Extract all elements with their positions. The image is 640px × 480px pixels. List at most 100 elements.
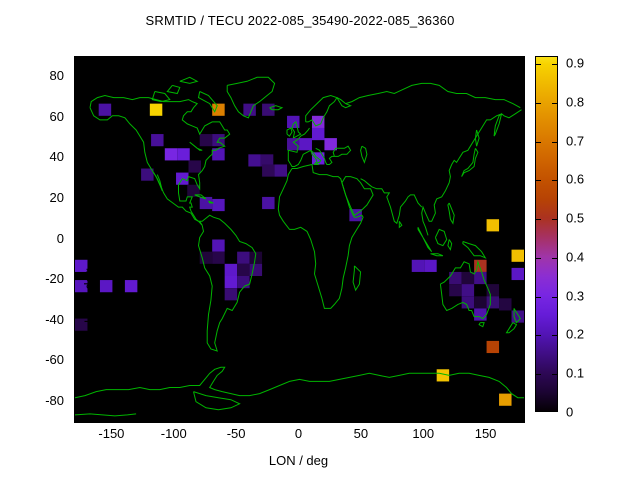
colorbar-tick-label: 0.5 [566,210,585,226]
coastline-path [513,308,521,324]
tecu-cell [141,168,154,181]
colorbar-tick-label: 0.8 [566,94,585,110]
colorbar-tick-mark [536,296,541,298]
colorbar-tick-label: 0.6 [566,171,585,187]
colorbar-tick-mark [536,102,541,104]
coastline-path [313,162,320,165]
tecu-cell [262,196,275,210]
coastline-path [89,107,203,226]
x-tick-label: -150 [98,426,125,441]
tecu-cell [188,160,201,173]
tecu-cell [199,196,213,210]
tecu-cell [124,280,138,293]
coastline-path [345,82,521,109]
coastline-path [189,141,203,151]
coastline-path [505,322,518,334]
coastline-path [398,221,403,229]
y-axis-label: LAT / deg [81,267,97,324]
tecu-cell [474,296,487,309]
tecu-cell [164,148,178,161]
coastline-path [332,145,352,157]
coastline-path [474,129,480,147]
tecu-cell [436,369,450,382]
x-tick-label: 100 [412,426,435,441]
y-tick-label: -40 [45,311,64,327]
colorbar-tick-label: 0.7 [566,133,585,149]
colorbar-tick-mark [552,180,557,182]
tecu-cell [212,239,225,252]
plot-title: SRMTID / TECU 2022-085_35490-2022-085_36… [145,13,455,28]
tecu-cell [262,164,275,177]
coastline-path [179,76,199,84]
tecu-cell [411,259,425,272]
colorbar-tick-mark [552,257,557,259]
y-tick-label: 60 [49,108,64,124]
tecu-cell [486,296,500,309]
tecu-cell [237,276,250,289]
colorbar-tick-label: 0.3 [566,288,585,304]
colorbar-tick-mark [552,335,557,337]
tecu-cell [224,263,238,276]
coastline-path [352,265,362,292]
tecu-cell [224,276,238,289]
coastline-path [89,94,231,222]
x-tick-label: 150 [474,426,497,441]
world-map [75,76,524,417]
coastline-path [421,109,522,236]
tecu-cell [187,184,200,197]
tecu-cell [287,138,300,151]
y-tick-label: -80 [45,392,64,408]
coastline-path [197,214,257,352]
colorbar-tick-mark [552,63,557,65]
y-tick-label: 0 [56,230,64,246]
coastline-path [75,413,137,417]
colorbar-tick-mark [536,257,541,259]
colorbar-tick-mark [536,219,541,221]
coastline-path [478,322,485,328]
tecu-cell [149,103,163,116]
tecu-cell [199,251,213,264]
colorbar [535,56,558,412]
tecu-cell [237,263,250,276]
coastline-path [360,178,423,225]
tecu-cell [299,138,312,151]
coastline-path [194,194,207,200]
coastline-path [166,84,181,95]
coastline-path [153,172,163,191]
tecu-cell [249,251,263,264]
coastline-path [208,200,214,204]
tecu-cell [461,296,475,309]
coastline-path [430,253,444,257]
coastline-path [434,228,448,247]
coastline-path [291,121,302,139]
tecu-cell [75,259,88,272]
coastline-path [286,127,293,137]
coastline-path [336,97,352,109]
tecu-cell [98,103,112,116]
colorbar-tick-label: 0.1 [566,365,585,381]
y-tick-label: -20 [45,271,64,287]
coastline-path [447,239,453,251]
colorbar-tick-mark [552,296,557,298]
tecu-cell [75,318,88,331]
tecu-cell [249,263,263,276]
tecu-cell [224,288,238,301]
coastline-path [305,94,338,127]
colorbar-tick-mark [536,335,541,337]
tecu-cell [511,249,524,262]
coastline-path [287,127,311,167]
x-tick-label: -100 [160,426,187,441]
colorbar-tick-mark [552,141,557,143]
tecu-cell [212,251,225,264]
coastline-path [315,147,335,165]
x-tick-label: -50 [226,426,246,441]
colorbar-tick-mark [536,63,541,65]
tecu-cell [99,280,113,293]
tecu-cell [151,134,164,147]
y-tick-label: -60 [45,352,64,368]
coastline-path [197,91,218,113]
coastline-path [417,227,433,253]
x-tick-label: 0 [294,426,303,441]
y-tick-label: 80 [49,68,64,84]
coastline-path [447,202,455,225]
